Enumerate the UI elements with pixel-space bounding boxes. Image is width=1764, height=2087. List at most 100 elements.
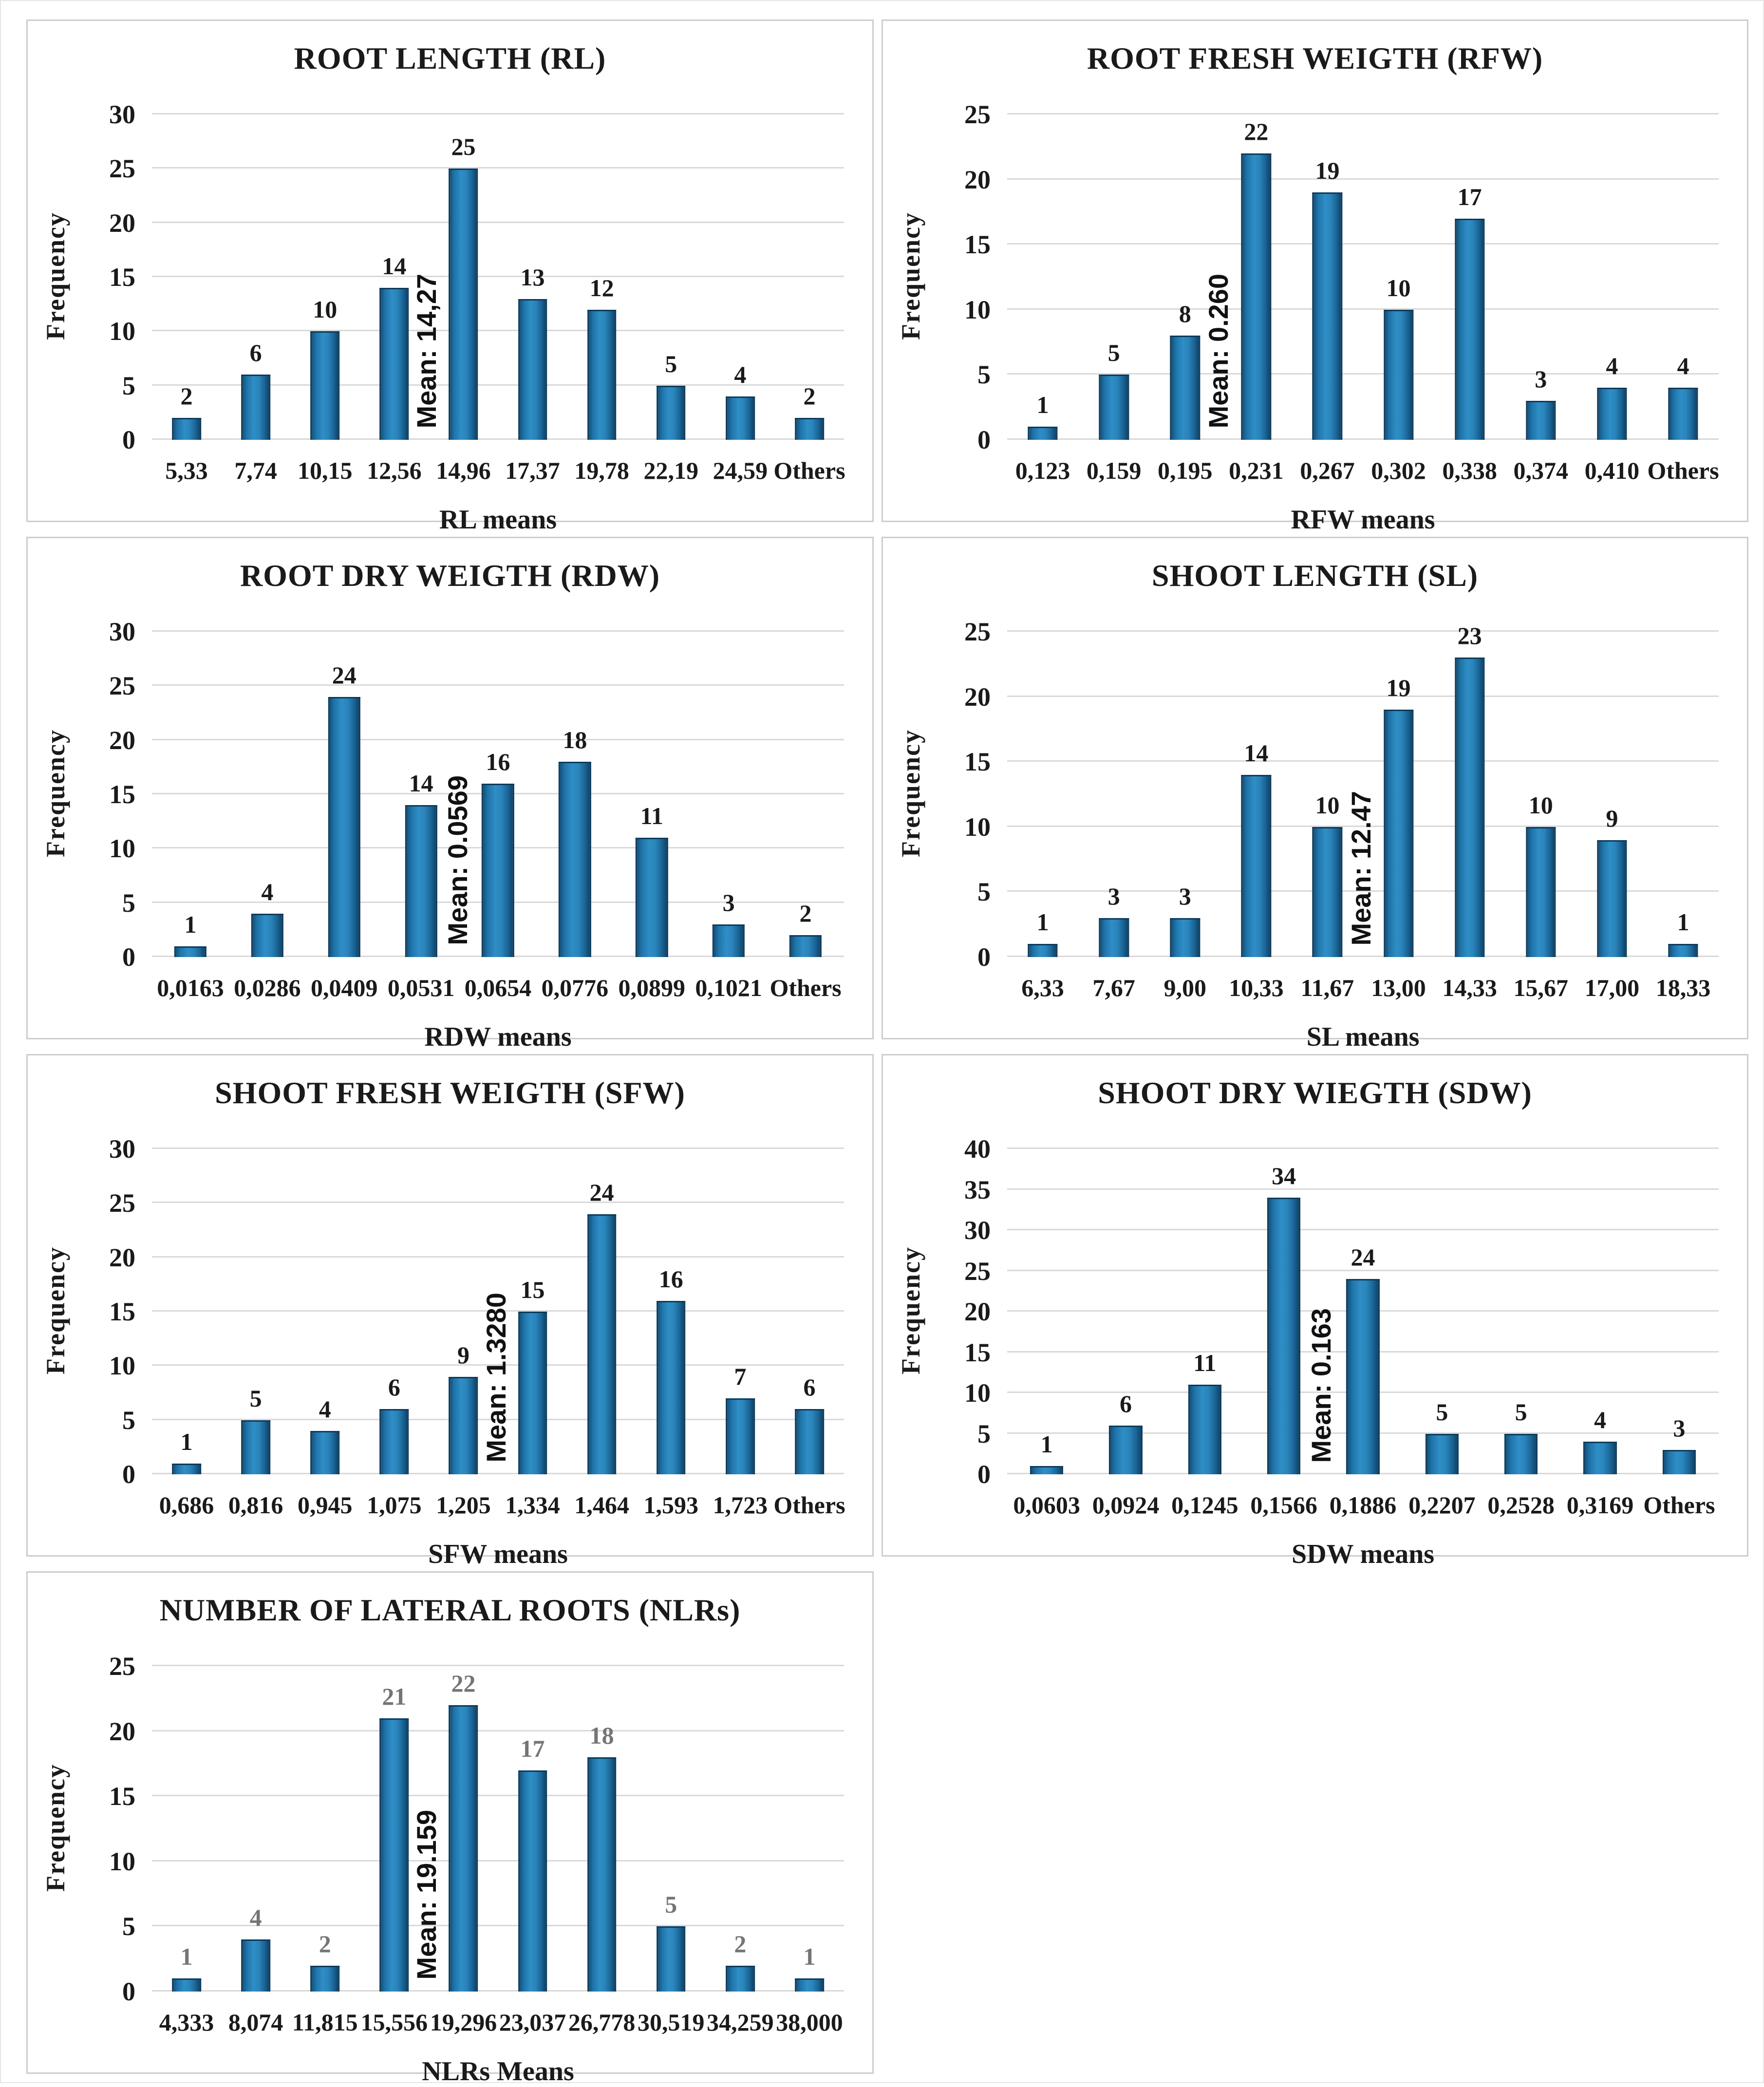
category-slot: 14 12,56 <box>359 114 429 483</box>
y-axis-title: Frequency <box>41 729 70 858</box>
category-slot: 7 1,723 <box>706 1149 775 1517</box>
bar-value-label: 16 <box>658 1265 683 1293</box>
bar-value-label: 24 <box>1351 1243 1375 1271</box>
x-tick-label: 0,1566 <box>1250 1491 1317 1519</box>
y-tick-label: 15 <box>964 230 991 260</box>
mean-annotation: Mean: 0.260 <box>1203 273 1234 429</box>
bar <box>1099 375 1129 440</box>
category-slot: 14 10,33 <box>1220 632 1292 1000</box>
y-tick-label: 0 <box>977 1460 991 1489</box>
bar-value-label: 6 <box>388 1373 400 1401</box>
bar <box>449 1376 478 1474</box>
chart-panel-sfw: SHOOT FRESH WEIGTH (SFW) Frequency 0 5 10 15 2… <box>26 1054 874 1569</box>
bar <box>482 783 514 957</box>
chart-title: NUMBER OF LATERAL ROOTS (NLRs) <box>159 1593 741 1627</box>
x-tick-label: 24,59 <box>713 457 768 484</box>
x-tick-label: 7,67 <box>1092 974 1135 1001</box>
gridline <box>152 738 844 740</box>
bar <box>251 913 283 957</box>
category-slot: 9 1,205 <box>429 1149 498 1517</box>
x-tick-label: 19,78 <box>574 457 629 484</box>
gridline <box>152 1860 844 1861</box>
gridline <box>1007 113 1719 114</box>
bar-value-label: 8 <box>1179 300 1191 328</box>
category-slot: 34 0,1566 <box>1244 1149 1323 1517</box>
bar <box>1170 918 1200 957</box>
bar <box>789 935 822 957</box>
category-slot: 19 13,00 <box>1363 632 1434 1000</box>
bar <box>1028 944 1058 957</box>
bar <box>713 924 745 957</box>
category-slot: 22 19,296 <box>429 1666 498 2034</box>
bar-value-label: 6 <box>1119 1390 1132 1417</box>
gridline <box>152 384 844 386</box>
gridline <box>152 1364 844 1366</box>
bar <box>1668 388 1698 440</box>
x-tick-label: Others <box>1647 457 1719 484</box>
x-tick-label: 0,3169 <box>1566 1491 1634 1519</box>
bar <box>795 1978 824 1992</box>
bar <box>587 1214 617 1474</box>
y-tick-label: 10 <box>109 1846 135 1876</box>
bar <box>795 1409 824 1474</box>
x-tick-label: 0,1886 <box>1329 1491 1397 1519</box>
bar <box>1526 400 1556 440</box>
category-slot: 24 0,1886 <box>1323 1149 1402 1517</box>
x-tick-label: 1,723 <box>713 1491 768 1519</box>
bar-value-label: 2 <box>734 1930 747 1957</box>
gridline <box>1007 1229 1719 1230</box>
category-slot: 3 Others <box>1640 1149 1719 1517</box>
category-slot: 8 0,195 <box>1149 114 1220 483</box>
chart-panel-sl: SHOOT LENGTH (SL) Frequency 0 5 10 15 20 25 1 6,3… <box>882 537 1748 1052</box>
y-tick-label: 20 <box>964 165 991 194</box>
bar <box>1030 1466 1064 1474</box>
y-tick-label: 25 <box>109 154 135 184</box>
x-tick-label: 0,2207 <box>1408 1491 1476 1519</box>
bar <box>656 1926 686 1992</box>
plot-area: 0 5 10 15 20 25 30 1 0,0163 4 0,0286 24 0,0409 14 0,05… <box>109 619 844 1052</box>
x-tick-label: 10,33 <box>1229 974 1284 1001</box>
category-slot: 2 11,815 <box>290 1666 359 2034</box>
x-tick-label: 8,074 <box>228 2009 283 2036</box>
bar-value-label: 3 <box>1673 1414 1686 1442</box>
category-slot: 6 1,075 <box>359 1149 429 1517</box>
x-axis-title: RDW means <box>424 1022 572 1052</box>
chart-title: SHOOT DRY WIEGTH (SDW) <box>1098 1075 1532 1110</box>
bar <box>518 1770 547 1992</box>
chart-title: ROOT LENGTH (RL) <box>294 41 606 75</box>
category-slot: 6 Others <box>773 1149 845 1517</box>
x-tick-label: 0,0654 <box>464 974 532 1001</box>
bar <box>172 418 201 440</box>
chart-panel-sdw: SHOOT DRY WIEGTH (SDW) Frequency 0 5 10 15 20 2… <box>882 1054 1748 1569</box>
gridline <box>152 1418 844 1420</box>
category-slot: 18 0,0776 <box>536 632 613 1000</box>
category-slot: 5 0,816 <box>221 1149 290 1517</box>
bar-value-label: 22 <box>1244 118 1269 146</box>
category-slot: 6 0,0924 <box>1086 1149 1165 1517</box>
category-slot: 25 14,96 <box>429 114 498 483</box>
bar <box>656 1300 686 1474</box>
y-tick-label: 15 <box>964 747 991 777</box>
bar-value-label: 5 <box>249 1384 262 1412</box>
category-slot: 21 15,556 <box>359 1666 429 2034</box>
y-tick-label: 5 <box>122 888 135 918</box>
bar-value-label: 4 <box>261 878 274 905</box>
y-tick-label: 20 <box>109 725 135 755</box>
gridline <box>152 438 844 440</box>
x-tick-label: 14,33 <box>1442 974 1497 1001</box>
gridline <box>152 1925 844 1927</box>
category-slot: 9 17,00 <box>1576 632 1648 1000</box>
gridline <box>152 330 844 332</box>
y-tick-label: 40 <box>964 1134 991 1164</box>
bar <box>241 1420 270 1474</box>
gridline <box>1007 890 1719 892</box>
x-tick-label: 6,33 <box>1021 974 1064 1001</box>
x-tick-label: 38,000 <box>776 2009 843 2036</box>
plot-area: 0 5 10 15 20 25 1 4,333 4 8,074 2 11,815 21 15,556 22 1… <box>109 1653 844 2087</box>
y-tick-label: 15 <box>109 263 135 292</box>
bar-value-label: 1 <box>1677 908 1689 936</box>
y-tick-label: 10 <box>964 812 991 842</box>
bar-value-label: 10 <box>313 296 338 323</box>
bar <box>310 1965 340 1992</box>
bar <box>328 696 360 957</box>
